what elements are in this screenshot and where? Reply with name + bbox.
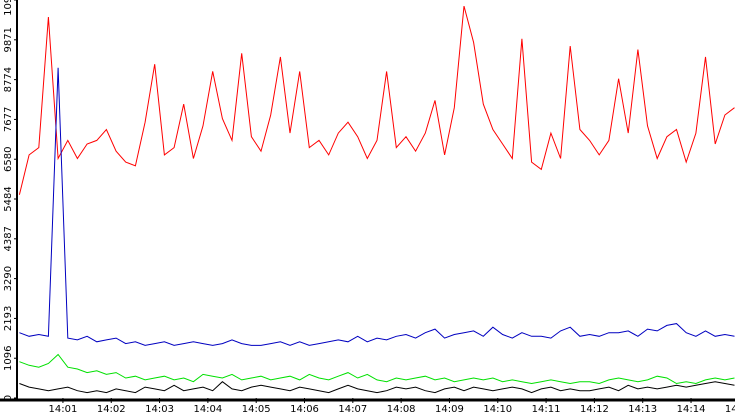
- x-tick-label: 14:05: [242, 404, 271, 415]
- y-tick-label: 2193: [3, 306, 14, 331]
- series-line: [19, 353, 735, 385]
- y-tick-label: 0: [3, 395, 14, 401]
- x-tick-label: 14:06: [290, 404, 319, 415]
- x-tick-label: 14:09: [435, 404, 464, 415]
- x-tick-label: 14:13: [628, 404, 657, 415]
- series-line: [19, 381, 735, 394]
- x-tick-label: 14:01: [49, 404, 78, 415]
- x-tick-label: 14:11: [532, 404, 561, 415]
- x-tick-label: 14:12: [580, 404, 609, 415]
- y-tick-label: 8774: [3, 67, 14, 92]
- x-tick-label: 14:04: [193, 404, 222, 415]
- y-tick-label: 4387: [3, 226, 14, 251]
- series-line: [19, 67, 735, 346]
- y-tick-label: 5484: [3, 186, 14, 211]
- x-tick-label: 14:10: [483, 404, 512, 415]
- x-tick-label: 14:07: [338, 404, 367, 415]
- x-tick-label: 14:08: [387, 404, 416, 415]
- y-tick-label: 6580: [3, 147, 14, 172]
- y-tick-label: 1096: [3, 346, 14, 371]
- x-tick-label: 14:15: [725, 404, 735, 415]
- y-tick-label: 10968: [3, 0, 14, 16]
- y-tick-label: 9871: [3, 27, 14, 52]
- x-tick-label: 14:03: [145, 404, 174, 415]
- y-tick-label: 3290: [3, 266, 14, 291]
- x-tick-label: 14:14: [677, 404, 706, 415]
- series-line: [18, 5, 735, 195]
- x-tick-label: 14:02: [97, 404, 126, 415]
- y-tick-label: 7677: [3, 107, 14, 132]
